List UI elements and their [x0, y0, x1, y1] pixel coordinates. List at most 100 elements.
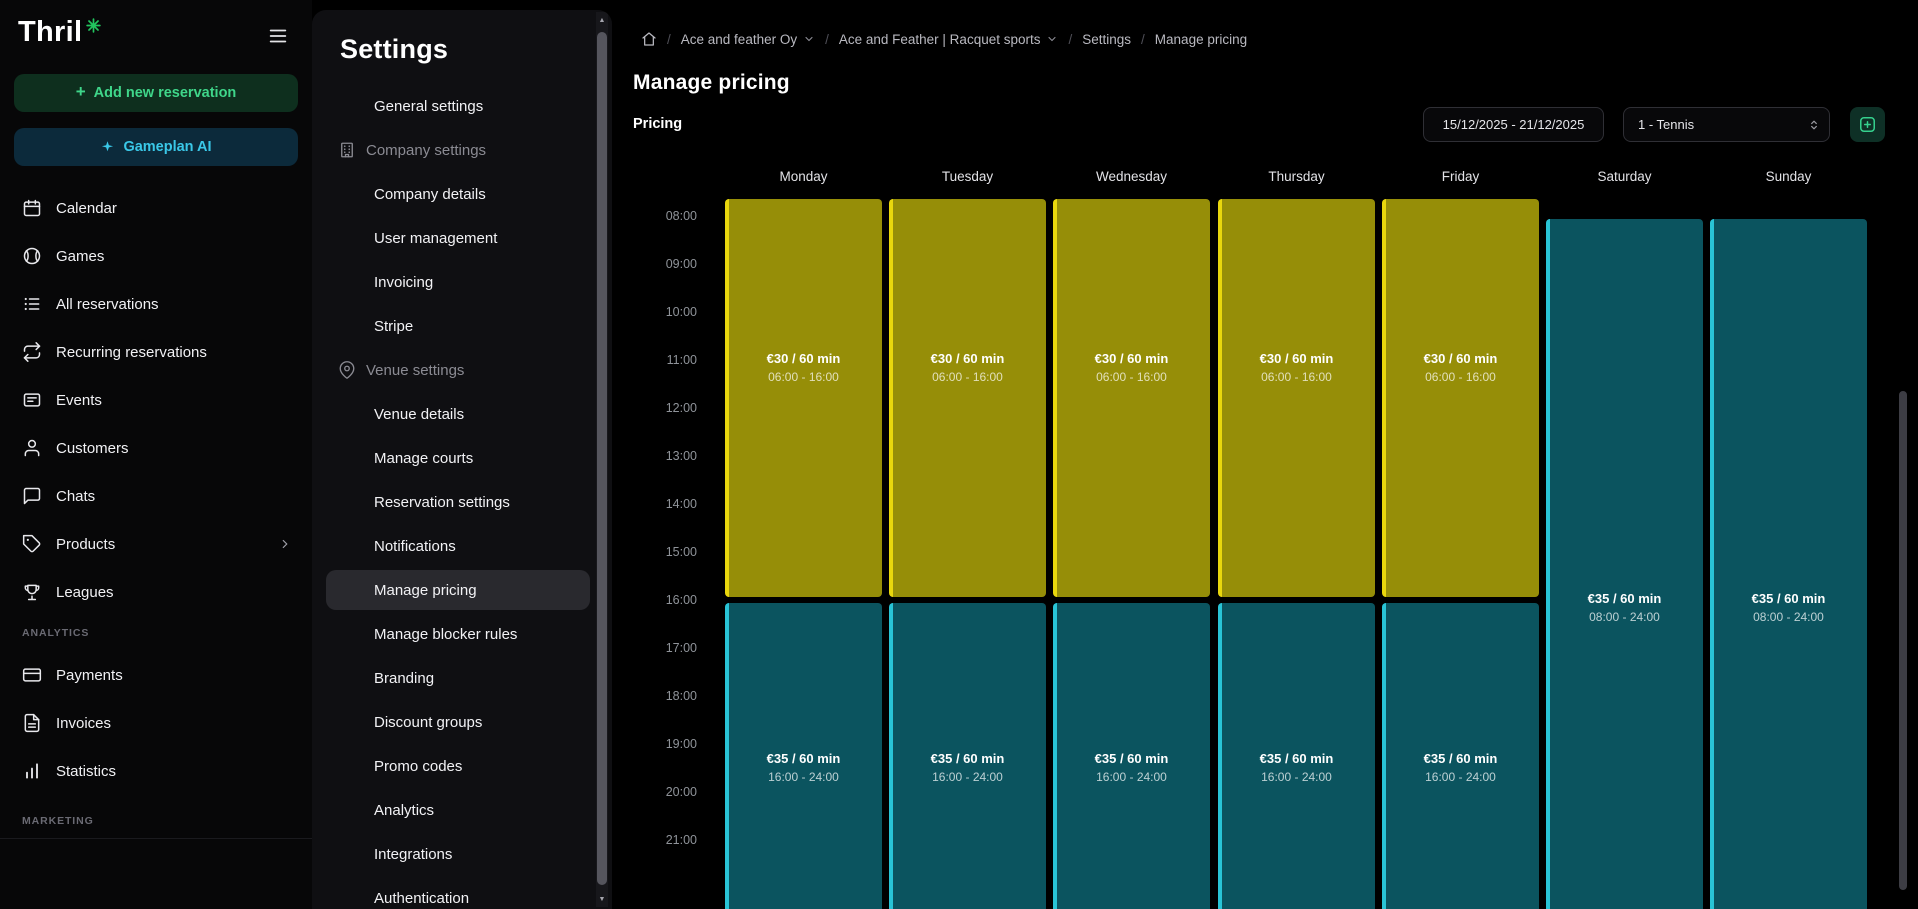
- time-label: 21:00: [625, 833, 697, 847]
- time-label: 12:00: [625, 401, 697, 415]
- scroll-up-icon[interactable]: ▲: [596, 12, 608, 28]
- price-block-sunday[interactable]: €35 / 60 min08:00 - 24:00: [1710, 219, 1867, 909]
- price-block-price: €30 / 60 min: [1382, 351, 1539, 366]
- settings-item-promo-codes[interactable]: Promo codes: [312, 744, 594, 788]
- sidebar-item-products[interactable]: Products: [0, 520, 312, 568]
- add-reservation-label: Add new reservation: [94, 85, 237, 101]
- price-block-range: 08:00 - 24:00: [1546, 610, 1703, 624]
- settings-item-general-settings[interactable]: General settings: [312, 84, 594, 128]
- breadcrumb-item-settings[interactable]: Settings: [1082, 32, 1131, 47]
- settings-section-label: Company settings: [366, 142, 486, 159]
- settings-item-discount-groups[interactable]: Discount groups: [312, 700, 594, 744]
- price-block-friday-evening[interactable]: €35 / 60 min16:00 - 24:00: [1382, 603, 1539, 909]
- sidebar-item-payments[interactable]: Payments: [0, 651, 312, 699]
- home-icon[interactable]: [641, 31, 657, 47]
- sidebar-item-label: Calendar: [56, 200, 117, 217]
- settings-scrollbar[interactable]: ▲ ▼: [596, 12, 608, 907]
- price-block-monday-morning[interactable]: €30 / 60 min06:00 - 16:00: [725, 199, 882, 597]
- settings-item-authentication[interactable]: Authentication: [312, 876, 594, 909]
- breadcrumb-separator: /: [1068, 32, 1072, 47]
- scroll-down-icon[interactable]: ▼: [596, 891, 608, 907]
- main-scrollbar-thumb[interactable]: [1899, 391, 1907, 890]
- sidebar-item-calendar[interactable]: Calendar: [0, 184, 312, 232]
- breadcrumb-item-manage-pricing[interactable]: Manage pricing: [1155, 32, 1247, 47]
- sidebar-item-label: Games: [56, 248, 104, 265]
- settings-item-reservation-settings[interactable]: Reservation settings: [312, 480, 594, 524]
- time-label: 13:00: [625, 449, 697, 463]
- sidebar-item-chats[interactable]: Chats: [0, 472, 312, 520]
- gameplan-ai-button[interactable]: Gameplan AI: [14, 128, 298, 166]
- settings-scrollbar-thumb[interactable]: [597, 32, 607, 885]
- add-pricing-button[interactable]: [1850, 107, 1885, 142]
- price-block-range: 16:00 - 24:00: [1218, 770, 1375, 784]
- settings-item-invoicing[interactable]: Invoicing: [312, 260, 594, 304]
- price-block-price: €35 / 60 min: [889, 751, 1046, 766]
- user-card[interactable]: COMPANY ADMIN Jarmo P. ⋮: [0, 838, 312, 909]
- time-label: 10:00: [625, 305, 697, 319]
- settings-nav: General settings Company settings Compan…: [312, 84, 594, 909]
- settings-section-label: Venue settings: [366, 362, 464, 379]
- price-block-friday-morning[interactable]: €30 / 60 min06:00 - 16:00: [1382, 199, 1539, 597]
- price-block-thursday-morning[interactable]: €30 / 60 min06:00 - 16:00: [1218, 199, 1375, 597]
- settings-item-company-details[interactable]: Company details: [312, 172, 594, 216]
- breadcrumb: / Ace and feather Oy / Ace and Feather |…: [641, 31, 1247, 47]
- pricing-section-label: Pricing: [633, 116, 682, 132]
- time-label: 15:00: [625, 545, 697, 559]
- logo-sparkle-icon: [85, 17, 102, 34]
- date-range-picker[interactable]: 15/12/2025 - 21/12/2025: [1423, 107, 1604, 142]
- add-reservation-button[interactable]: + Add new reservation: [14, 74, 298, 112]
- time-label: 19:00: [625, 737, 697, 751]
- settings-item-branding[interactable]: Branding: [312, 656, 594, 700]
- price-block-thursday-evening[interactable]: €35 / 60 min16:00 - 24:00: [1218, 603, 1375, 909]
- sport-select-value: 1 - Tennis: [1638, 117, 1694, 132]
- price-block-monday-evening[interactable]: €35 / 60 min 16:00 - 24:00: [725, 603, 882, 909]
- sidebar-item-recurring-reservations[interactable]: Recurring reservations: [0, 328, 312, 376]
- main-sidebar: Thril + Add new reservation Gameplan AI …: [0, 0, 312, 909]
- sidebar-item-label: All reservations: [56, 296, 159, 313]
- sidebar-item-events[interactable]: Events: [0, 376, 312, 424]
- settings-item-analytics[interactable]: Analytics: [312, 788, 594, 832]
- price-block-tuesday-evening[interactable]: €35 / 60 min16:00 - 24:00: [889, 603, 1046, 909]
- price-block-price: €35 / 60 min: [1053, 751, 1210, 766]
- price-block-wednesday-evening[interactable]: €35 / 60 min16:00 - 24:00: [1053, 603, 1210, 909]
- breadcrumb-label: Manage pricing: [1155, 32, 1247, 47]
- settings-item-integrations[interactable]: Integrations: [312, 832, 594, 876]
- breadcrumb-item-company[interactable]: Ace and feather Oy: [681, 32, 815, 47]
- price-block-range: 06:00 - 16:00: [1053, 370, 1210, 384]
- sidebar-item-all-reservations[interactable]: All reservations: [0, 280, 312, 328]
- settings-item-notifications[interactable]: Notifications: [312, 524, 594, 568]
- price-block-saturday[interactable]: €35 / 60 min08:00 - 24:00: [1546, 219, 1703, 909]
- breadcrumb-separator: /: [825, 32, 829, 47]
- sidebar-item-statistics[interactable]: Statistics: [0, 747, 312, 795]
- menu-toggle-icon[interactable]: [264, 22, 292, 50]
- sidebar-item-label: Statistics: [56, 763, 116, 780]
- add-square-icon: [1858, 115, 1877, 134]
- settings-item-stripe[interactable]: Stripe: [312, 304, 594, 348]
- sport-select[interactable]: 1 - Tennis: [1623, 107, 1830, 142]
- settings-item-manage-blocker-rules[interactable]: Manage blocker rules: [312, 612, 594, 656]
- chevron-right-icon: [278, 537, 292, 551]
- sidebar-item-leagues[interactable]: Leagues: [0, 568, 312, 616]
- credit-card-icon: [22, 665, 42, 685]
- price-block-wednesday-morning[interactable]: €30 / 60 min06:00 - 16:00: [1053, 199, 1210, 597]
- chat-bubble-icon: [22, 486, 42, 506]
- price-block-range: 16:00 - 24:00: [725, 770, 882, 784]
- breadcrumb-label: Ace and feather Oy: [681, 32, 797, 47]
- breadcrumb-item-venue[interactable]: Ace and Feather | Racquet sports: [839, 32, 1059, 47]
- sidebar-item-invoices[interactable]: Invoices: [0, 699, 312, 747]
- sidebar-item-games[interactable]: Games: [0, 232, 312, 280]
- day-header-friday: Friday: [1382, 169, 1539, 184]
- price-block-price: €35 / 60 min: [725, 751, 882, 766]
- settings-item-manage-courts[interactable]: Manage courts: [312, 436, 594, 480]
- time-label: 17:00: [625, 641, 697, 655]
- price-block-range: 16:00 - 24:00: [1382, 770, 1539, 784]
- settings-item-user-management[interactable]: User management: [312, 216, 594, 260]
- price-block-tuesday-morning[interactable]: €30 / 60 min06:00 - 16:00: [889, 199, 1046, 597]
- price-block-price: €30 / 60 min: [1218, 351, 1375, 366]
- thril-logo[interactable]: Thril: [18, 16, 102, 49]
- settings-item-manage-pricing[interactable]: Manage pricing: [326, 570, 590, 610]
- breadcrumb-separator: /: [667, 32, 671, 47]
- tag-icon: [22, 534, 42, 554]
- sidebar-item-customers[interactable]: Customers: [0, 424, 312, 472]
- settings-item-venue-details[interactable]: Venue details: [312, 392, 594, 436]
